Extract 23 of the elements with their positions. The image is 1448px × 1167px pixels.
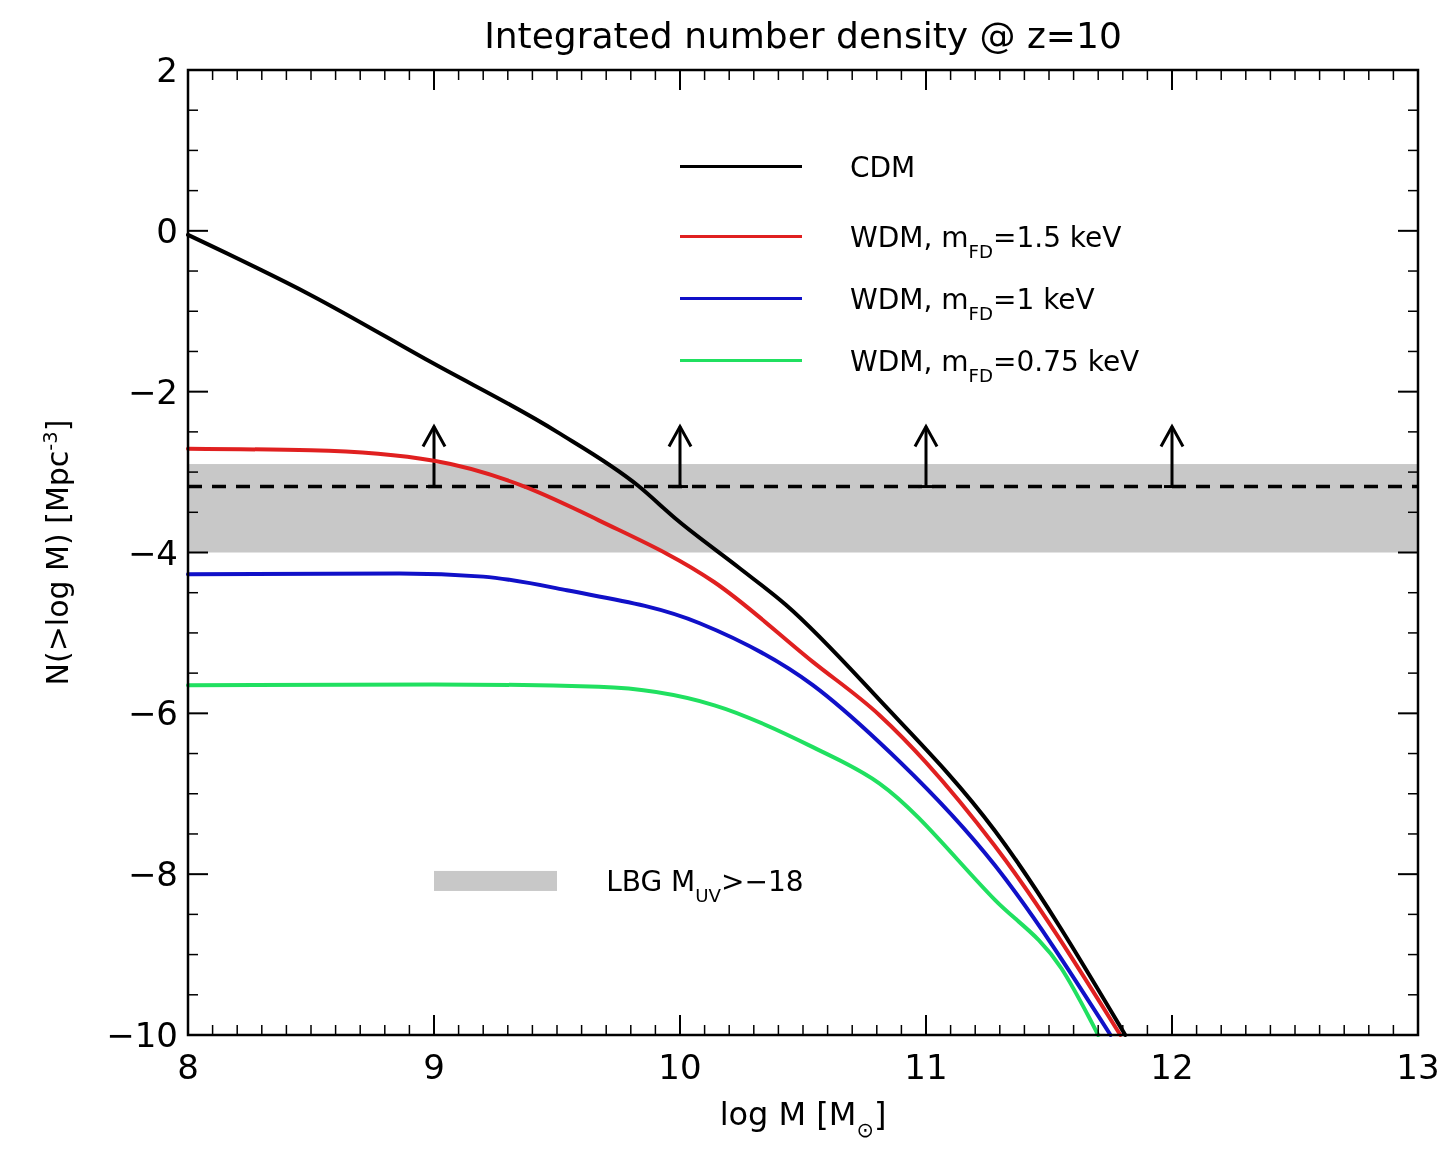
y-tick-label: −2 bbox=[127, 371, 178, 412]
y-tick-label: −4 bbox=[127, 532, 178, 573]
line-series bbox=[186, 446, 1123, 1037]
x-tick-label: 9 bbox=[423, 1047, 445, 1087]
x-tick-label: 10 bbox=[658, 1047, 702, 1087]
y-tick-label: −10 bbox=[106, 1015, 178, 1055]
y-tick-label: −8 bbox=[127, 854, 178, 895]
legend-label: WDM, m$_{FD}$=1 keV bbox=[850, 282, 1095, 323]
legend-label: WDM, m$_{FD}$=0.75 keV bbox=[850, 344, 1140, 385]
x-tick-label: 11 bbox=[904, 1047, 948, 1087]
x-tick-label: 8 bbox=[177, 1047, 199, 1087]
legend-label: LBG M$_{UV}$>−18 bbox=[606, 864, 804, 906]
x-tick-label: 13 bbox=[1396, 1047, 1440, 1087]
y-tick-label: −6 bbox=[127, 693, 178, 734]
legend-label: WDM, m$_{FD}$=1.5 keV bbox=[850, 220, 1122, 261]
y-tick-label: 2 bbox=[156, 50, 178, 90]
y-tick-label: 0 bbox=[156, 210, 178, 251]
line-series bbox=[186, 682, 1101, 1037]
x-tick-label: 12 bbox=[1150, 1047, 1194, 1087]
chart-title: Integrated number density @ z=10 bbox=[484, 15, 1122, 56]
legend-label: CDM bbox=[850, 150, 916, 184]
x-axis-title: log M [M$_{⊙}$] bbox=[719, 1095, 887, 1142]
line-series bbox=[186, 571, 1113, 1037]
